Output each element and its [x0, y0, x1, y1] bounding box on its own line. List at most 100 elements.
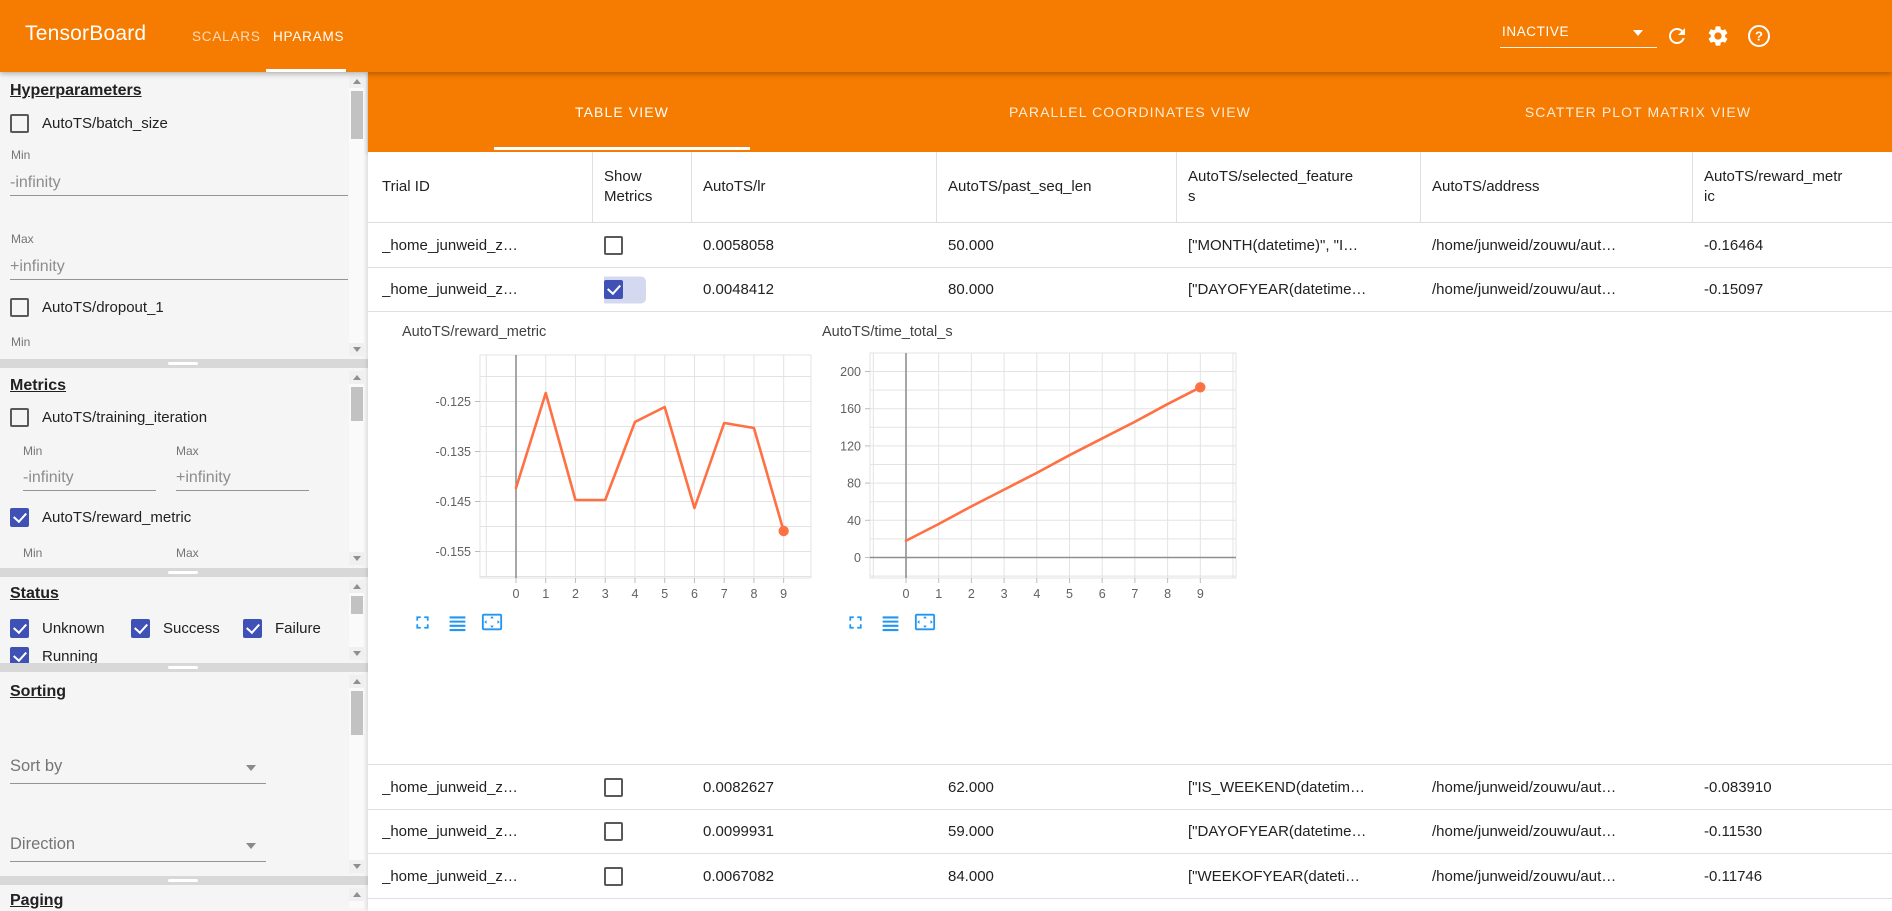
drag-handle[interactable] [168, 879, 198, 882]
chart-title-reward-metric: AutoTS/reward_metric [402, 324, 547, 340]
sorting-title: Sorting [10, 683, 66, 700]
status-scrollbar[interactable] [349, 580, 364, 660]
scroll-thumb[interactable] [350, 387, 363, 421]
selected-features-cell: ["IS_WEEKEND(datetim… [1188, 778, 1366, 796]
status-title: Status [10, 585, 59, 602]
scroll-up-button[interactable] [349, 75, 364, 88]
max-label: Max [11, 232, 34, 246]
scroll-up-button[interactable] [349, 580, 364, 593]
fullscreen-icon [415, 615, 429, 629]
metric-label: AutoTS/training_iteration [42, 409, 208, 426]
sort-by-select[interactable]: Sort by [10, 754, 266, 784]
min-label: Min [11, 148, 31, 162]
active-tab-underline [266, 69, 346, 72]
column-header-reward-metric: AutoTS/reward_metric [1704, 168, 1843, 205]
direction-placeholder: Direction [10, 835, 76, 853]
tab-parallel-coordinates-view[interactable]: PARALLEL COORDINATES VIEW [1009, 104, 1251, 120]
scroll-down-button[interactable] [349, 647, 364, 660]
list-view-button[interactable] [445, 610, 469, 634]
batch-size-max-input[interactable] [10, 254, 348, 280]
svg-text:0: 0 [903, 587, 910, 601]
pan-button[interactable] [913, 610, 937, 634]
direction-select[interactable]: Direction [10, 832, 266, 862]
scroll-up-button[interactable] [349, 675, 364, 688]
fullscreen-button[interactable] [410, 610, 434, 634]
max-label: Max [176, 444, 199, 458]
svg-text:7: 7 [721, 587, 728, 601]
drag-handle[interactable] [168, 666, 198, 669]
metric-min-input[interactable] [23, 465, 156, 491]
pan-button[interactable] [480, 610, 504, 634]
help-button[interactable]: ? [1744, 21, 1774, 51]
show-metrics-checkbox[interactable] [604, 280, 623, 299]
drag-handle[interactable] [168, 362, 198, 365]
dropdown-arrow-icon [246, 765, 256, 771]
tab-scalars[interactable]: SCALARS [192, 28, 261, 44]
training-iteration-checkbox[interactable] [10, 408, 29, 427]
paging-scrollbar[interactable] [349, 888, 364, 908]
column-header-trial-id: Trial ID [382, 178, 430, 196]
scroll-down-button[interactable] [349, 343, 364, 356]
column-divider [1692, 152, 1693, 222]
view-tab-bar: TABLE VIEW PARALLEL COORDINATES VIEW SCA… [368, 72, 1892, 152]
svg-text:0: 0 [513, 587, 520, 601]
show-metrics-checkbox[interactable] [604, 235, 623, 255]
section-divider [0, 359, 368, 368]
unknown-checkbox[interactable] [10, 619, 29, 638]
metrics-scrollbar[interactable] [349, 371, 364, 565]
svg-text:8: 8 [750, 587, 757, 601]
batch-size-min-input[interactable] [10, 170, 348, 196]
scroll-thumb[interactable] [350, 596, 363, 614]
table-row: _home_junweid_z… 0.0082627 62.000 ["IS_W… [368, 765, 1892, 810]
drag-handle[interactable] [168, 571, 198, 574]
hyperparameters-scrollbar[interactable] [349, 75, 364, 356]
failure-checkbox[interactable] [243, 619, 262, 638]
show-metrics-checkbox[interactable] [604, 866, 623, 886]
lr-cell: 0.0058058 [703, 236, 774, 254]
selected-features-cell: ["WEEKOFYEAR(dateti… [1188, 867, 1361, 885]
svg-text:40: 40 [847, 514, 861, 528]
param-row-batch-size: AutoTS/batch_size [10, 114, 168, 133]
run-status-select[interactable]: INACTIVE [1500, 18, 1657, 48]
svg-text:1: 1 [935, 587, 942, 601]
past-seq-len-cell: 80.000 [948, 281, 994, 298]
list-view-button[interactable] [878, 610, 902, 634]
tab-scatter-plot-matrix-view[interactable]: SCATTER PLOT MATRIX VIEW [1524, 104, 1752, 120]
table-row: _home_junweid_z… 0.0048412 80.000 ["DAYO… [368, 268, 1892, 312]
scroll-down-button[interactable] [349, 860, 364, 873]
svg-text:5: 5 [1066, 587, 1073, 601]
fullscreen-button[interactable] [843, 610, 867, 634]
refresh-button[interactable] [1662, 21, 1692, 51]
show-metrics-checkbox[interactable] [604, 822, 623, 841]
settings-button[interactable] [1703, 21, 1733, 51]
past-seq-len-cell: 62.000 [948, 778, 994, 796]
scroll-thumb[interactable] [350, 91, 363, 139]
metric-row-reward-metric: AutoTS/reward_metric [10, 508, 191, 527]
hyperparameters-title: Hyperparameters [10, 82, 142, 99]
svg-text:0: 0 [854, 551, 861, 565]
reward-metric-line-chart: -0.125 -0.135 -0.145 -0.155 0 1 2 3 4 5 6 7 8 9 [436, 354, 812, 601]
metric-max-input[interactable] [176, 465, 309, 491]
chart-actions-reward-metric [410, 610, 504, 634]
scroll-up-button[interactable] [349, 371, 364, 384]
lr-cell: 0.0067082 [703, 867, 774, 885]
batch-size-checkbox[interactable] [10, 114, 29, 133]
running-checkbox[interactable] [10, 647, 29, 663]
tab-hparams[interactable]: HPARAMS [273, 28, 345, 44]
fullscreen-icon [848, 615, 862, 629]
scroll-thumb[interactable] [350, 691, 363, 735]
paging-title: Paging [10, 892, 64, 909]
column-header-selected-features: AutoTS/selected_features [1188, 168, 1354, 205]
sorting-scrollbar[interactable] [349, 675, 364, 873]
svg-text:2: 2 [968, 587, 975, 601]
dropout-checkbox[interactable] [10, 298, 29, 317]
run-status-value: INACTIVE [1502, 24, 1570, 39]
reward-metric-checkbox[interactable] [10, 508, 29, 527]
column-divider [936, 152, 937, 222]
show-metrics-checkbox[interactable] [604, 777, 623, 797]
svg-text:1: 1 [542, 587, 549, 601]
tab-table-view[interactable]: TABLE VIEW [575, 104, 669, 120]
scroll-down-button[interactable] [349, 552, 364, 565]
scroll-up-button[interactable] [349, 888, 364, 901]
success-checkbox[interactable] [131, 619, 150, 638]
